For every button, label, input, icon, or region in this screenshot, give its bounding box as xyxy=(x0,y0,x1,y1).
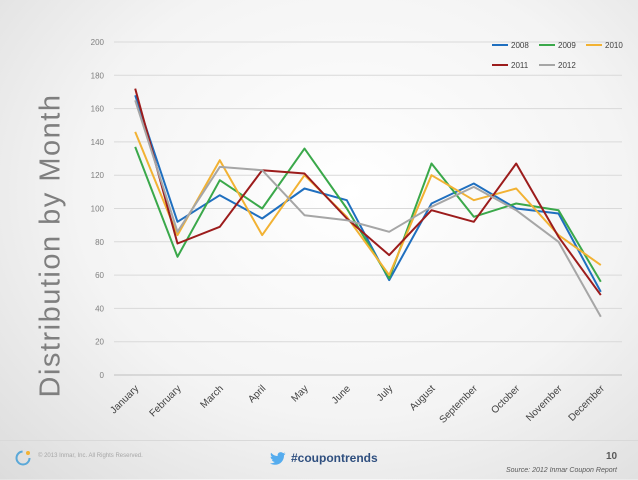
twitter-bird-icon xyxy=(270,451,286,465)
y-tick-label: 0 xyxy=(100,371,105,380)
x-tick-label: March xyxy=(199,383,226,410)
y-tick-label: 100 xyxy=(91,205,105,214)
y-tick-label: 20 xyxy=(95,338,104,347)
x-tick-label: September xyxy=(438,383,481,426)
series-line-2008 xyxy=(134,94,602,293)
inmar-logo-icon xyxy=(15,450,31,466)
x-tick-label: June xyxy=(330,383,353,406)
source-note: Source: 2012 Inmar Coupon Report xyxy=(506,467,617,474)
y-tick-label: 160 xyxy=(91,105,105,114)
x-tick-label: December xyxy=(567,383,608,424)
hashtag-text: #coupontrends xyxy=(291,451,378,465)
y-tick-label: 140 xyxy=(91,138,105,147)
legend-label-2012: 2012 xyxy=(558,61,576,70)
x-tick-label: August xyxy=(408,383,438,413)
series-line-2011 xyxy=(134,88,602,296)
y-tick-label: 80 xyxy=(95,238,104,247)
line-chart: 0 20 40 60 80 100 120 140 160 180 200 January Februa… xyxy=(91,38,624,426)
hashtag[interactable]: #coupontrends xyxy=(270,451,378,465)
legend-label-2009: 2009 xyxy=(558,41,576,50)
y-tick-label: 120 xyxy=(91,171,105,180)
x-tick-label: July xyxy=(375,383,395,403)
x-tick-label: February xyxy=(148,383,184,419)
x-tick-label: November xyxy=(524,383,565,424)
footer: © 2013 Inmar, Inc. All Rights Reserved. … xyxy=(0,440,638,480)
legend-label-2008: 2008 xyxy=(511,41,529,50)
y-tick-label: 200 xyxy=(91,38,105,47)
copyright-text: © 2013 Inmar, Inc. All Rights Reserved. xyxy=(38,453,143,459)
x-tick-label: April xyxy=(246,383,268,405)
legend-label-2011: 2011 xyxy=(511,61,529,70)
series-line-2012 xyxy=(134,99,602,318)
x-tick-label: January xyxy=(108,383,141,416)
series-line-2009 xyxy=(134,146,602,283)
y-tick-label: 180 xyxy=(91,71,105,80)
y-tick-label: 60 xyxy=(95,271,104,280)
x-tick-label: May xyxy=(289,383,310,404)
x-tick-label: October xyxy=(489,383,522,416)
legend-label-2010: 2010 xyxy=(605,41,623,50)
y-tick-label: 40 xyxy=(95,304,104,313)
page-number: 10 xyxy=(606,451,618,462)
series-line-2010 xyxy=(134,131,602,277)
